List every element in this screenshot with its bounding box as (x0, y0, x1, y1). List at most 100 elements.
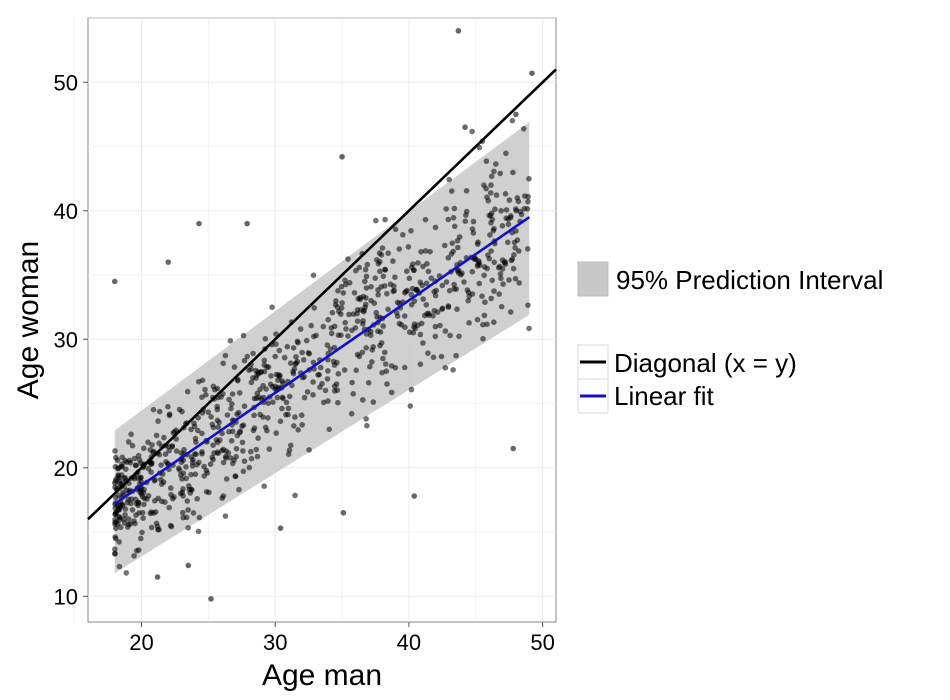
data-point (332, 301, 339, 308)
data-point (360, 397, 366, 403)
data-point (526, 325, 532, 332)
data-point (258, 369, 264, 375)
data-point (405, 244, 412, 250)
data-point (203, 392, 209, 398)
data-point (360, 318, 366, 324)
data-point (202, 386, 208, 393)
data-point (408, 301, 415, 308)
data-point (392, 274, 398, 281)
data-point (273, 430, 280, 436)
data-point (124, 499, 131, 506)
data-point (214, 439, 221, 446)
data-point (331, 388, 338, 394)
data-point (188, 454, 195, 460)
data-point (115, 472, 122, 478)
data-point (272, 353, 279, 360)
data-point (162, 451, 169, 458)
data-point (449, 188, 455, 194)
x-axis-title: Age man (262, 659, 382, 692)
data-point (432, 292, 439, 299)
data-point (241, 357, 248, 364)
data-point (456, 234, 463, 240)
data-point (261, 357, 268, 364)
data-point (392, 226, 399, 233)
data-point (345, 256, 351, 262)
data-point (375, 292, 382, 298)
data-point (116, 539, 122, 545)
data-point (507, 214, 514, 221)
data-point (183, 464, 189, 470)
data-point (493, 192, 500, 198)
data-point (308, 322, 315, 329)
data-point (133, 462, 139, 469)
data-point (357, 307, 364, 313)
data-point (394, 299, 401, 306)
data-point (141, 495, 148, 502)
data-point (426, 312, 432, 318)
data-point (201, 473, 207, 479)
data-point (141, 445, 147, 452)
data-point (513, 228, 519, 234)
data-point (199, 430, 205, 437)
data-point (285, 451, 292, 458)
data-point (491, 259, 498, 266)
data-point (425, 350, 431, 357)
data-point (191, 423, 198, 430)
data-point (279, 405, 285, 412)
data-point (401, 313, 408, 319)
data-point (234, 411, 240, 418)
data-point (381, 283, 388, 289)
data-point (261, 362, 268, 368)
data-point (439, 306, 445, 312)
data-point (489, 277, 496, 284)
data-point (491, 319, 497, 326)
data-point (120, 489, 126, 496)
data-point (166, 412, 173, 419)
data-point (324, 376, 331, 382)
data-point (136, 510, 142, 516)
data-point (455, 244, 461, 251)
data-point (445, 254, 452, 261)
data-point (289, 382, 295, 389)
data-point (420, 340, 426, 346)
data-point (166, 504, 172, 511)
data-point (240, 332, 247, 339)
data-point (475, 239, 481, 245)
data-point (169, 495, 176, 502)
data-point (417, 331, 424, 338)
data-point (117, 516, 123, 523)
data-point (510, 445, 517, 452)
data-point (503, 150, 509, 157)
data-point (425, 268, 432, 275)
x-tick-label: 20 (129, 630, 153, 655)
data-point (244, 353, 251, 360)
data-point (481, 272, 487, 279)
data-point (437, 322, 443, 329)
data-point (438, 353, 445, 360)
data-point (329, 309, 336, 316)
data-point (421, 312, 428, 319)
data-point (311, 305, 318, 311)
data-point (340, 509, 347, 516)
data-point (417, 361, 424, 368)
data-point (121, 520, 128, 526)
data-point (181, 446, 187, 453)
data-point (287, 360, 294, 367)
data-point (498, 275, 504, 282)
data-point (310, 359, 317, 366)
data-point (516, 248, 522, 254)
data-point (155, 418, 161, 424)
data-point (353, 267, 359, 274)
data-point (167, 522, 174, 529)
data-point (379, 245, 386, 251)
data-point (368, 332, 374, 339)
data-point (229, 460, 236, 467)
data-point (185, 525, 191, 531)
data-point (367, 363, 373, 370)
data-point (450, 367, 456, 373)
data-point (335, 288, 341, 294)
data-point (299, 422, 306, 428)
data-point (496, 291, 503, 297)
data-point (299, 349, 305, 356)
data-point (487, 190, 494, 196)
